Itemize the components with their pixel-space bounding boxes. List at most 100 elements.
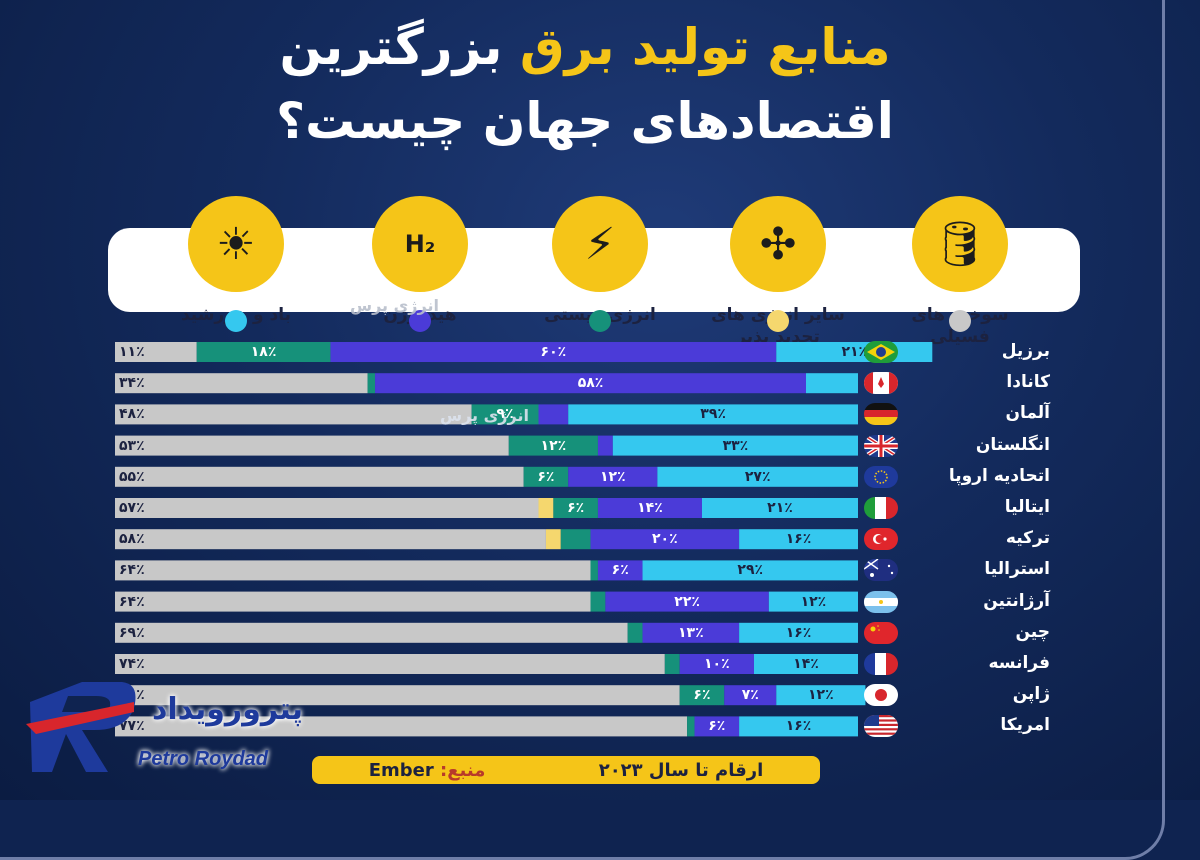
bar-hydro-argentina [605, 591, 769, 612]
data-label-fossil: ۷۴٪ [119, 656, 145, 672]
data-label-hydro: ۱۲٪ [599, 468, 626, 485]
source-value: Ember [368, 759, 434, 781]
country-label: استرالیا [984, 559, 1050, 580]
data-label-fossil: ۶۹٪ [119, 624, 145, 641]
flag-france-icon [864, 653, 898, 675]
bar-bioenergy-germany [471, 404, 539, 425]
data-label-hydro: ۶۰٪ [540, 344, 567, 360]
data-label-wind_solar: ۲۹٪ [737, 562, 764, 579]
flag-canada-icon [864, 372, 898, 395]
data-label-hydro: ۶٪ [708, 718, 726, 735]
data-label-wind_solar: ۱۲٪ [800, 593, 827, 610]
flag-brazil-icon [864, 341, 898, 363]
country-label: امریکا [1000, 715, 1050, 736]
data-label-bioenergy: ۱۲٪ [540, 437, 567, 454]
country-label: کانادا [1006, 372, 1050, 393]
data-label-wind_solar: ۱۲٪ [808, 687, 834, 704]
bar-bioenergy-argentina [590, 591, 606, 612]
flag-japan-icon [864, 684, 898, 707]
country-label: فرانسه [988, 653, 1050, 673]
data-label-bioenergy: ۶٪ [537, 468, 555, 485]
legend-dot-bioenergy [589, 310, 611, 332]
data-label-wind_solar: ۱۴٪ [793, 656, 819, 672]
data-label-bioenergy: ۶٪ [567, 500, 585, 516]
data-label-fossil: ۱۱٪ [119, 344, 145, 360]
bar-fossil-usa [115, 716, 688, 737]
bar-wind_solar-japan [776, 685, 866, 706]
footer-source: منبع: Ember [369, 760, 486, 781]
data-label-wind_solar: ۲۷٪ [744, 468, 771, 485]
flag-uk-icon [864, 434, 898, 457]
legend-item-hydro: H₂هیدروژن [335, 196, 505, 326]
data-label-fossil: ۶۴٪ [119, 593, 145, 610]
data-label-fossil: ۵۸٪ [119, 531, 145, 548]
bar-hydro-uk [597, 435, 613, 456]
flag-turkey-icon [864, 528, 898, 551]
bar-hydro-australia [597, 560, 643, 581]
legend-dot-hydro [409, 310, 431, 332]
bar-fossil-germany [115, 404, 472, 425]
bar-wind_solar-italy [701, 498, 858, 518]
bar-wind_solar-turkey [739, 529, 858, 550]
bar-hydro-italy [597, 498, 702, 518]
bar-hydro-japan [724, 685, 777, 706]
logo-text-en: Petro Roydad [138, 748, 269, 770]
bar-fossil-italy [115, 498, 539, 518]
bar-hydro-france [679, 654, 754, 674]
data-label-wind_solar: ۲۱٪ [841, 344, 868, 360]
bar-bioenergy-japan [679, 685, 725, 706]
bar-bioenergy-uk [508, 435, 598, 456]
flag-china-icon [864, 621, 898, 644]
watermark: انرژی پرس [350, 296, 439, 315]
data-label-hydro: ۱۴٪ [637, 500, 663, 516]
title-line-1: منابع تولید برق بزرگترین [120, 18, 1050, 76]
data-label-hydro: ۷٪ [741, 687, 759, 704]
title-line-2: اقتصادهای جهان چیست؟ [276, 92, 894, 150]
data-label-bioenergy: ۱۸٪ [250, 344, 277, 360]
wind-turbine-icon: ✣ [730, 196, 826, 292]
bar-other_renewable-turkey [545, 529, 561, 550]
bar-wind_solar-argentina [768, 591, 858, 612]
bar-wind_solar-australia [642, 560, 858, 581]
country-label: ژاپن [1012, 684, 1050, 705]
logo-mark-icon [26, 682, 136, 772]
country-label: آرژانتین [983, 590, 1050, 611]
bar-wind_solar-germany [568, 404, 858, 425]
bar-bioenergy-australia [590, 560, 598, 581]
watermark-chart: انرژی پرس [440, 406, 529, 425]
data-label-fossil: ۵۳٪ [119, 437, 145, 454]
bar-fossil-france [115, 654, 665, 674]
flag-argentina-icon [864, 590, 898, 613]
data-label-hydro: ۱۳٪ [677, 624, 704, 641]
bar-other_renewable-italy [538, 498, 554, 518]
bar-hydro-usa [694, 716, 740, 737]
data-label-hydro: ۱۰٪ [704, 656, 730, 672]
logo-text-fa: پترورویداد [152, 692, 304, 727]
bar-fossil-canada [115, 373, 368, 394]
data-label-fossil: ۵۷٪ [119, 500, 145, 516]
legend-item-wind_solar: ☀ باد و خورشید [151, 196, 321, 326]
data-label-hydro: ۵۸٪ [577, 375, 604, 392]
bar-fossil-china [115, 622, 628, 643]
bar-wind_solar-usa [739, 716, 858, 737]
bar-hydro-turkey [590, 529, 740, 550]
bar-bioenergy-china [627, 622, 643, 643]
data-label-fossil: ۶۴٪ [119, 562, 145, 579]
bar-fossil-australia [115, 560, 591, 581]
petro-roydad-logo: پترورویداد Petro Roydad [22, 672, 304, 782]
country-label: اتحادیه اروپا [948, 465, 1050, 486]
footer-note: ارقام تا سال ۲۰۲۳ [598, 759, 764, 781]
flag-usa-icon [864, 715, 898, 738]
data-label-wind_solar: ۱۶٪ [785, 624, 812, 641]
flag-germany-icon [864, 403, 898, 426]
legend-dot-wind_solar [225, 310, 247, 332]
bar-bioenergy-usa [687, 716, 695, 737]
data-label-wind_solar: ۳۹٪ [700, 406, 726, 423]
country-label: انگلستان [975, 434, 1050, 455]
bar-fossil-uk [115, 435, 509, 456]
bar-bioenergy-france [664, 654, 680, 674]
bar-bioenergy-eu [523, 466, 569, 487]
bar-bioenergy-italy [553, 498, 598, 518]
bar-hydro-canada [375, 373, 806, 394]
